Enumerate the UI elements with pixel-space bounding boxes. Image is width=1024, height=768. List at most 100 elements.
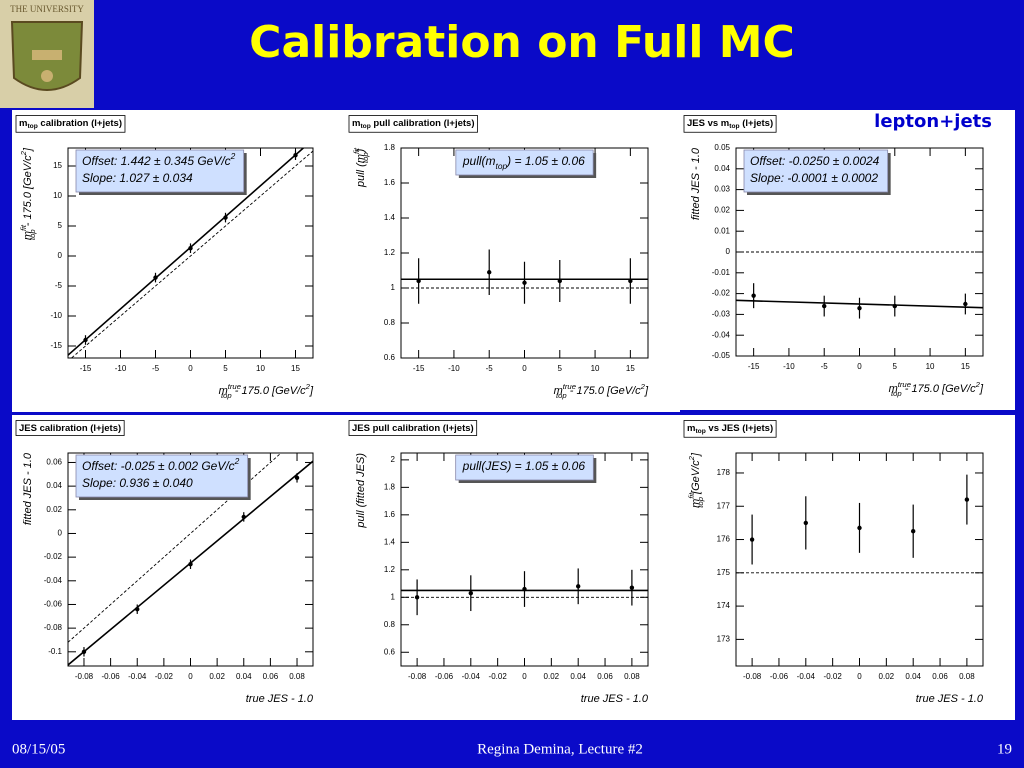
data-point	[83, 337, 88, 343]
y-tick-label: 15	[53, 161, 62, 170]
data-point	[575, 584, 581, 589]
text-part: top	[221, 391, 232, 400]
text-part: true	[228, 382, 241, 391]
text-part: ]	[22, 147, 34, 152]
text-part: - 175.0 [GeV/c	[232, 385, 306, 397]
logo-text: THE UNIVERSITY	[10, 4, 84, 14]
text-part: 2	[640, 382, 646, 391]
text-part: pull (m	[355, 154, 367, 188]
plot-frame	[735, 452, 984, 667]
data-point	[910, 529, 916, 534]
text-part: 2	[234, 456, 240, 466]
plot-area	[68, 148, 313, 358]
data-point	[751, 293, 756, 298]
text-part: top	[28, 229, 37, 240]
x-tick-label: 0.08	[289, 672, 305, 681]
y-tick-label: 1.6	[384, 510, 396, 519]
text-part: vs JES (l+jets)	[706, 423, 773, 434]
y-axis-label: fitted JES - 1.0	[690, 147, 702, 220]
text-part: top	[695, 428, 705, 435]
x-tick-label: 10	[256, 364, 265, 373]
text-part: top	[360, 123, 370, 130]
panel-header: mtop pull calibration (l+jets)	[352, 118, 475, 131]
footer-date: 08/15/05	[12, 741, 65, 757]
y-tick-label: 0.6	[384, 647, 396, 656]
y-axis-label: pull (fitted JES)	[355, 453, 367, 529]
x-tick-label: 0.02	[879, 672, 895, 681]
data-point	[749, 537, 755, 542]
plot-area	[736, 251, 983, 319]
logo-band	[32, 50, 62, 60]
x-tick-label: -0.04	[797, 672, 816, 681]
x-tick-label: -0.02	[489, 672, 508, 681]
text-part: - 175.0 [GeV/c	[22, 155, 34, 229]
plot-panel: mtop pull calibration (l+jets)0.60.811.2…	[345, 110, 680, 412]
y-tick-label: -0.02	[44, 552, 63, 561]
stat-box: Offset: -0.0250 ± 0.0024 Slope: -0.0001 ±…	[743, 149, 891, 195]
panel-header: mtop calibration (l+jets)	[19, 118, 122, 131]
text-part: - 175.0 [GeV/c	[902, 383, 976, 395]
text-part: JES pull calibration (l+jets)	[352, 423, 474, 434]
text-part: top	[496, 161, 508, 171]
x-tick-label: 0.02	[544, 672, 560, 681]
y-tick-label: 0.01	[714, 226, 730, 235]
y-tick-label: 0.03	[714, 185, 730, 194]
x-tick-label: 0.08	[624, 672, 640, 681]
x-tick-label: -15	[413, 364, 425, 373]
text-part: - 175.0 [GeV/c	[567, 385, 641, 397]
text-part: fit	[352, 147, 361, 154]
y-tick-label: 0.05	[714, 143, 730, 152]
y-tick-label: -15	[50, 341, 62, 350]
data-point	[188, 246, 193, 251]
y-tick-label: 0.6	[384, 353, 396, 362]
panel-header: JES calibration (l+jets)	[19, 423, 121, 434]
y-tick-label: 0.8	[384, 318, 396, 327]
x-tick-label: 0	[188, 672, 193, 681]
plot-frame	[67, 147, 314, 359]
y-tick-label: 10	[53, 191, 62, 200]
stat-text: Offset: 1.442 ± 0.345 GeV/c2	[82, 151, 236, 168]
x-tick-label: 0.04	[236, 672, 252, 681]
stat-box: pull(mtop) = 1.05 ± 0.06	[455, 149, 597, 178]
y-tick-label: 5	[58, 221, 63, 230]
text-part: pull (fitted JES)	[355, 453, 367, 529]
y-axis-label: pull (mfittop)	[352, 147, 370, 188]
y-tick-label: 1.8	[384, 143, 396, 152]
y-tick-label: 0	[726, 247, 731, 256]
text-part: m	[687, 423, 695, 434]
text-part: fit	[19, 224, 28, 231]
stat-text: Slope: -0.0001 ± 0.0002	[750, 171, 878, 185]
stat-box-bg	[75, 454, 249, 498]
y-axis-label: fitted JES - 1.0	[22, 452, 34, 525]
x-tick-label: 15	[961, 362, 970, 371]
footer-author: Regina Demina, Lecture #2	[477, 741, 643, 757]
y-tick-label: 1	[391, 283, 396, 292]
text-part: true	[898, 380, 911, 389]
x-tick-label: 0.06	[263, 672, 279, 681]
panel-header-box	[348, 115, 478, 133]
y-tick-label: 177	[717, 501, 731, 510]
data-point	[822, 303, 827, 309]
text-part: pull(JES) = 1.05 ± 0.06	[462, 459, 586, 473]
text-part: m	[219, 385, 228, 397]
x-tick-label: -5	[821, 362, 829, 371]
text-part: ]	[979, 383, 984, 395]
x-tick-label: -0.06	[770, 672, 789, 681]
plot-frame	[400, 147, 649, 359]
text-part: m	[19, 118, 27, 129]
y-tick-label: 1.4	[384, 537, 396, 546]
text-part: fitted JES - 1.0	[690, 147, 702, 220]
x-tick-label: 0	[188, 364, 193, 373]
text-part: Offset: 1.442 ± 0.345 GeV/c	[82, 154, 231, 168]
y-tick-label: 175	[717, 568, 731, 577]
x-tick-label: 0.04	[905, 672, 921, 681]
panels: mtop calibration (l+jets)-15-10-5051015-…	[12, 110, 1015, 720]
panel-header: JES vs mtop (l+jets)	[687, 118, 773, 131]
y-tick-label: 0.04	[714, 164, 730, 173]
x-tick-label: 0.06	[932, 672, 948, 681]
text-part: JES calibration (l+jets)	[19, 423, 121, 434]
text-part: )	[355, 148, 367, 154]
data-point	[487, 270, 492, 275]
x-tick-label: -10	[783, 362, 795, 371]
